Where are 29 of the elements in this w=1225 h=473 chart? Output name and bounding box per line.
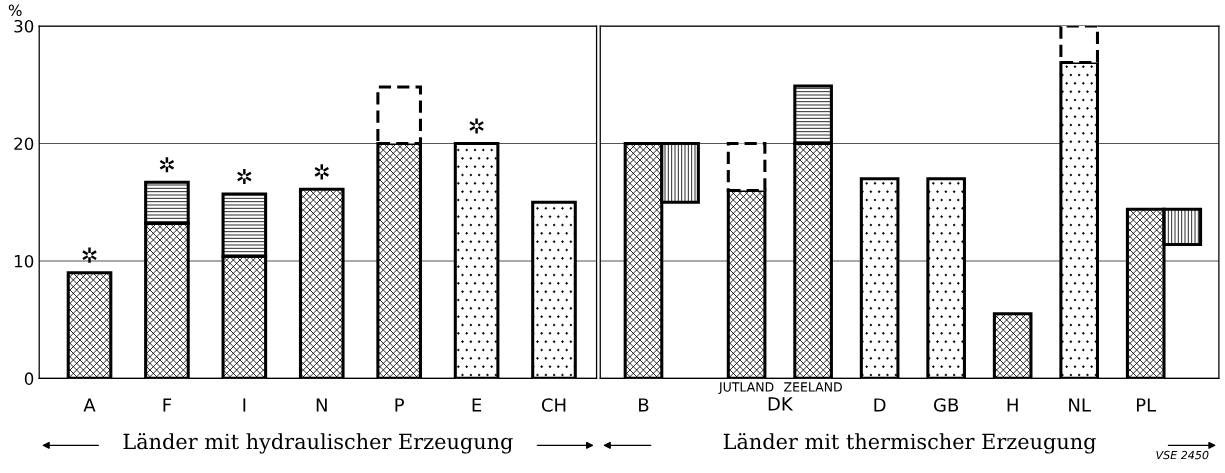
annotation: ✲ — [469, 118, 484, 134]
annotation: ✲ — [237, 168, 252, 185]
y-tick-label: 20 — [14, 137, 34, 151]
x-tick-label: B — [639, 398, 649, 412]
annotation: ✲ — [314, 164, 329, 180]
x-tick-label: H — [1007, 398, 1018, 412]
annotation: ✲ — [82, 247, 97, 263]
x-tick-label: I — [243, 398, 246, 412]
text: Länder mit hydraulischer Erzeugung — [123, 433, 513, 454]
x-tick-label: JUTLAND — [718, 382, 774, 394]
text: Länder mit thermischer Erzeugung — [723, 433, 1096, 454]
x-tick-label: GB — [933, 398, 959, 412]
text: DK — [768, 397, 794, 411]
x-tick-label: D — [874, 398, 886, 412]
x-tick-label: N — [316, 398, 327, 412]
x-tick-label: ZEELAND — [784, 382, 842, 392]
y-tick-label: 0 — [24, 372, 34, 385]
x-tick-label: CH — [541, 398, 566, 412]
annotation: ✲ — [159, 157, 175, 173]
x-tick-label: P — [395, 398, 404, 412]
x-tick-label: E — [472, 398, 482, 412]
y-tick-label: 30 — [14, 19, 34, 33]
y-axis-title: % — [8, 4, 22, 17]
x-tick-label: PL — [1137, 398, 1157, 412]
x-tick-label: F — [163, 398, 172, 412]
text: VSE 2450 — [1156, 450, 1209, 460]
x-tick-label: NL — [1069, 398, 1091, 412]
x-tick-label: A — [83, 398, 96, 412]
y-tick-label: 10 — [14, 254, 34, 268]
